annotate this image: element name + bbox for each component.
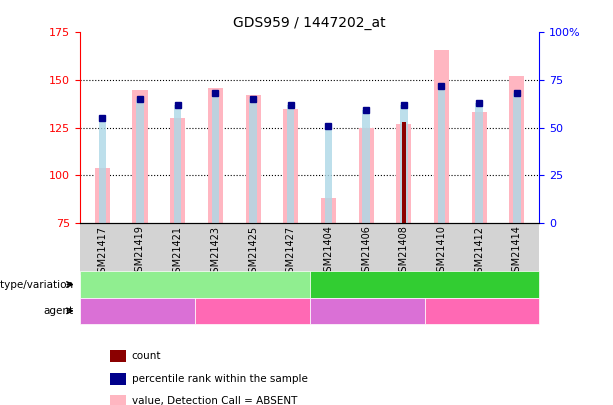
Bar <box>402 122 406 223</box>
Bar <box>513 93 520 223</box>
Bar <box>438 86 445 223</box>
Bar <box>245 95 261 223</box>
Bar <box>132 90 148 223</box>
Bar <box>471 112 487 223</box>
Bar <box>208 87 223 223</box>
Text: allergen: allergen <box>115 306 160 316</box>
Bar <box>509 76 524 223</box>
Bar <box>362 111 370 223</box>
Bar <box>170 118 185 223</box>
Text: wild type: wild type <box>169 279 220 290</box>
Bar <box>321 198 336 223</box>
Bar <box>434 49 449 223</box>
Text: genotype/variation: genotype/variation <box>0 279 74 290</box>
Bar <box>249 99 257 223</box>
Bar <box>396 124 411 223</box>
Bar <box>211 93 219 223</box>
Bar <box>400 105 408 223</box>
Bar <box>283 109 299 223</box>
Text: control: control <box>463 306 501 316</box>
Title: GDS959 / 1447202_at: GDS959 / 1447202_at <box>234 16 386 30</box>
Bar <box>287 105 294 223</box>
Text: value, Detection Call = ABSENT: value, Detection Call = ABSENT <box>132 396 297 405</box>
Text: count: count <box>132 352 161 361</box>
Bar <box>359 128 374 223</box>
Bar <box>99 118 106 223</box>
Text: percentile rank within the sample: percentile rank within the sample <box>132 374 308 384</box>
Text: allergen: allergen <box>345 306 390 316</box>
Bar <box>174 105 181 223</box>
Bar <box>136 99 144 223</box>
Bar <box>475 103 483 223</box>
Text: agent: agent <box>44 306 74 316</box>
Bar <box>325 126 332 223</box>
Text: IL-13 knockout: IL-13 knockout <box>384 279 465 290</box>
Bar <box>95 168 110 223</box>
Text: control: control <box>233 306 272 316</box>
